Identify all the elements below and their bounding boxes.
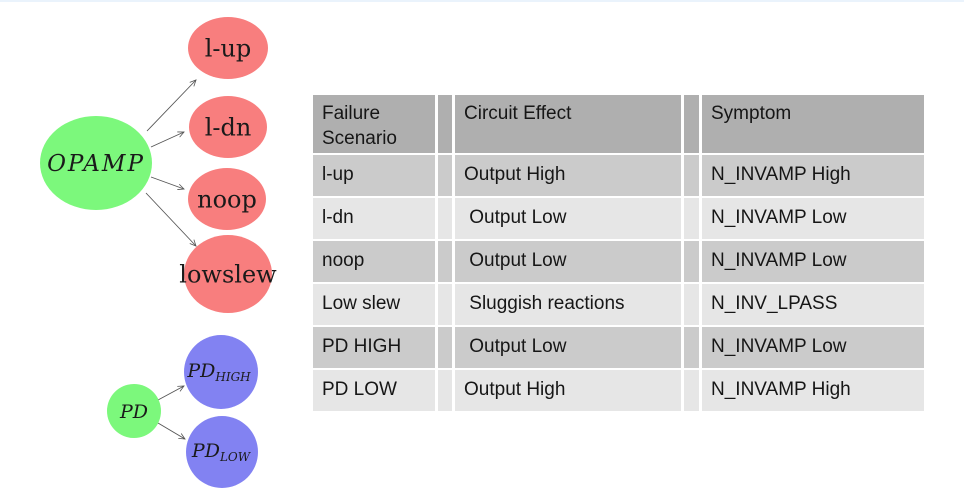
header-failure-scenario: Failure Scenario [313, 95, 435, 153]
header-separator-cell [438, 95, 452, 153]
cell-effect: Sluggish reactions [455, 284, 681, 325]
cell-symptom: N_INVAMP Low [702, 327, 924, 368]
separator-cell [684, 155, 699, 196]
node-opamp-label: OPAMP [47, 151, 145, 177]
cell-symptom: N_INVAMP High [702, 155, 924, 196]
separator-cell [438, 327, 452, 368]
cell-effect: Output Low [455, 198, 681, 239]
node-noop [188, 168, 266, 230]
cell-scenario: l-up [313, 155, 435, 196]
header-separator-cell [684, 95, 699, 153]
node-l-dn [189, 96, 267, 158]
header-circuit-effect: Circuit Effect [455, 95, 681, 153]
separator-cell [438, 155, 452, 196]
edge-pd-pdlow [157, 422, 186, 440]
node-pd [107, 384, 161, 438]
node-l-up [188, 17, 268, 79]
edge-opamp-noop [150, 176, 185, 190]
node-pd-low [186, 416, 258, 488]
cell-effect: Output High [455, 370, 681, 411]
cell-effect: Output High [455, 155, 681, 196]
node-opamp [40, 116, 152, 210]
cell-symptom: N_INVAMP Low [702, 198, 924, 239]
node-pd-high [184, 335, 258, 409]
separator-cell [684, 198, 699, 239]
node-pd-high-label: PDHIGH [186, 360, 251, 384]
cell-symptom: N_INVAMP High [702, 370, 924, 411]
node-pd-low-label: PDLOW [191, 440, 252, 464]
separator-cell [438, 198, 452, 239]
node-lowslew [184, 235, 272, 313]
edge-opamp-lowslew [145, 192, 197, 247]
fault-tree-diagram: OPAMP l-up l-dn noop lowslew PD PDHIGH P… [40, 17, 277, 488]
node-noop-label: noop [197, 186, 257, 214]
separator-cell [684, 284, 699, 325]
edge-pd-pdhigh [157, 385, 185, 401]
separator-cell [684, 370, 699, 411]
edge-opamp-l-dn [150, 131, 185, 148]
separator-cell [684, 241, 699, 282]
cell-symptom: N_INVAMP Low [702, 241, 924, 282]
cell-effect: Output Low [455, 327, 681, 368]
separator-cell [438, 370, 452, 411]
window-top-edge [0, 0, 964, 2]
header-symptom: Symptom [702, 95, 924, 153]
node-pd-label: PD [119, 401, 148, 423]
cell-scenario: Low slew [313, 284, 435, 325]
failure-scenario-table: Failure Scenario Circuit Effect Symptom … [313, 95, 924, 411]
cell-scenario: PD LOW [313, 370, 435, 411]
node-lowslew-label: lowslew [179, 261, 277, 289]
cell-effect: Output Low [455, 241, 681, 282]
edge-opamp-l-up [146, 79, 197, 132]
separator-cell [684, 327, 699, 368]
cell-scenario: noop [313, 241, 435, 282]
cell-scenario: PD HIGH [313, 327, 435, 368]
cell-scenario: l-dn [313, 198, 435, 239]
node-l-dn-label: l-dn [205, 114, 252, 142]
cell-symptom: N_INV_LPASS [702, 284, 924, 325]
separator-cell [438, 241, 452, 282]
node-l-up-label: l-up [205, 35, 252, 63]
separator-cell [438, 284, 452, 325]
